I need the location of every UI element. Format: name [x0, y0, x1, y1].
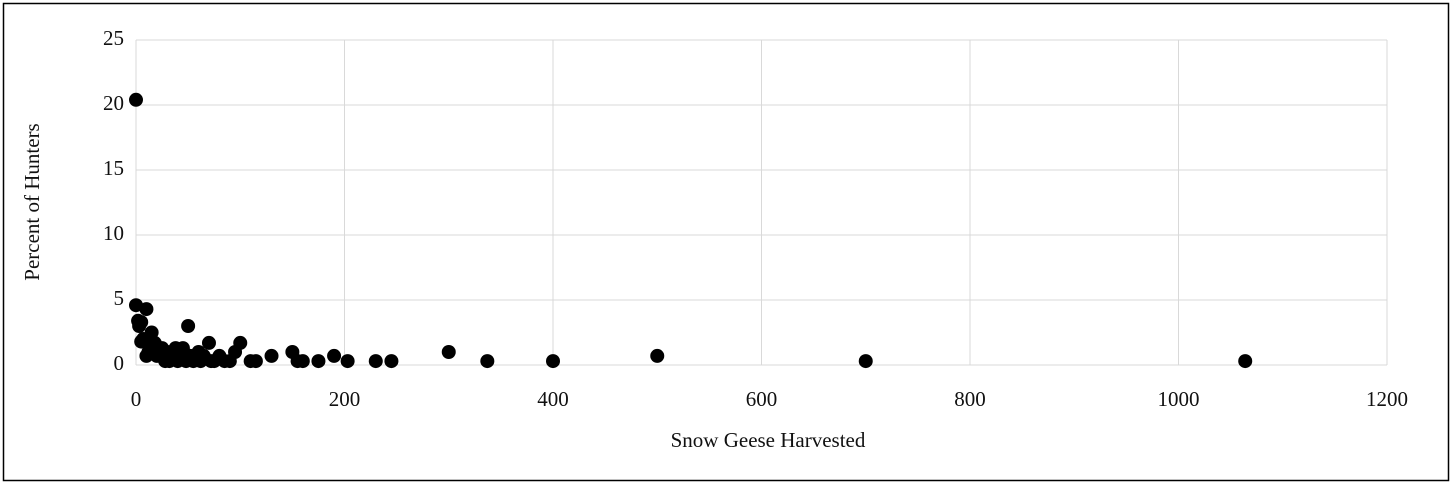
point — [340, 354, 355, 369]
x-tick-label: 1200 — [1366, 387, 1408, 411]
point — [201, 335, 216, 350]
y-tick-label: 5 — [114, 286, 125, 310]
point — [295, 354, 310, 369]
y-tick-label: 15 — [103, 156, 124, 180]
y-axis-label: Percent of Hunters — [20, 123, 44, 280]
point — [384, 354, 399, 369]
x-tick-label: 0 — [131, 387, 142, 411]
point — [233, 335, 248, 350]
point — [368, 354, 383, 369]
point — [858, 354, 873, 369]
point — [441, 345, 456, 359]
y-tick-label: 0 — [114, 351, 125, 375]
point — [546, 354, 560, 369]
y-tick-label: 10 — [103, 221, 124, 245]
y-tick-label: 20 — [103, 91, 124, 115]
point — [327, 348, 342, 363]
x-tick-label: 600 — [746, 387, 778, 411]
point — [248, 354, 263, 369]
x-tick-label: 200 — [329, 387, 361, 411]
y-tick-label: 25 — [103, 26, 124, 50]
point — [129, 92, 143, 107]
point — [181, 319, 196, 333]
x-tick-label: 1000 — [1158, 387, 1200, 411]
point — [134, 315, 149, 330]
x-tick-label: 800 — [954, 387, 986, 411]
point — [311, 354, 326, 369]
point — [139, 302, 154, 317]
point — [480, 354, 495, 369]
point — [264, 348, 279, 363]
x-tick-label: 400 — [537, 387, 569, 411]
point — [650, 348, 665, 363]
point — [1238, 354, 1253, 369]
x-axis-label: Snow Geese Harvested — [671, 428, 866, 452]
